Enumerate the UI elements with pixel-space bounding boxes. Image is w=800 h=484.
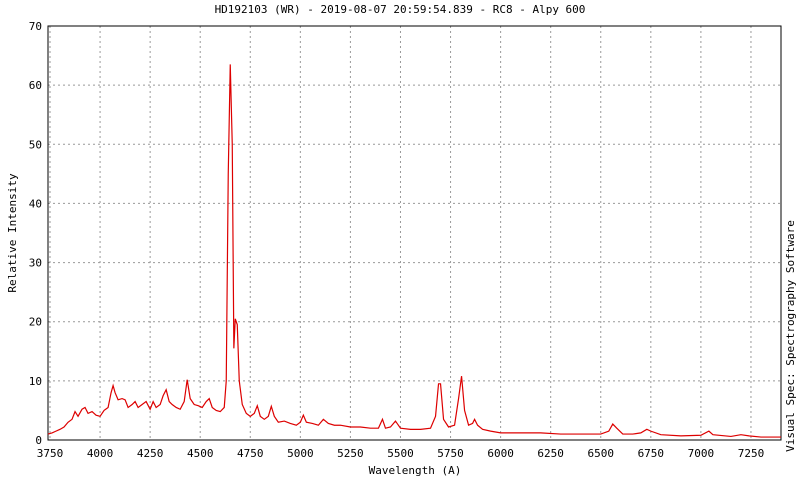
x-tick-label: 6000 (487, 447, 514, 460)
x-tick-label: 5500 (387, 447, 414, 460)
x-axis-label: Wavelength (A) (369, 464, 462, 477)
x-tick-label: 4500 (187, 447, 214, 460)
y-tick-label: 20 (29, 316, 42, 329)
y-tick-label: 60 (29, 79, 42, 92)
x-tick-label: 3750 (37, 447, 64, 460)
x-tick-label: 5250 (337, 447, 364, 460)
y-tick-label: 10 (29, 375, 42, 388)
y-tick-label: 0 (35, 434, 42, 447)
annotation: Visual Spec: Spectrography Software (784, 220, 797, 452)
spectrum-line (47, 64, 781, 438)
y-tick-label: 40 (29, 197, 42, 210)
plot-frame (47, 25, 782, 441)
x-tick-label: 7250 (738, 447, 765, 460)
x-tick-label: 5000 (287, 447, 314, 460)
x-tick-label: 4000 (87, 447, 114, 460)
x-tick-label: 6250 (537, 447, 564, 460)
y-tick-label: 70 (29, 20, 42, 33)
x-tick-label: 6500 (588, 447, 615, 460)
y-axis-label: Relative Intensity (6, 173, 19, 293)
y-tick-label: 50 (29, 138, 42, 151)
x-tick-label: 6750 (638, 447, 665, 460)
y-tick-label: 30 (29, 257, 42, 270)
x-tick-label: 4750 (237, 447, 264, 460)
x-tick-label: 7000 (688, 447, 715, 460)
chart-title: HD192103 (WR) - 2019-08-07 20:59:54.839 … (215, 3, 586, 16)
x-tick-label: 5750 (437, 447, 464, 460)
x-tick-label: 4250 (137, 447, 164, 460)
